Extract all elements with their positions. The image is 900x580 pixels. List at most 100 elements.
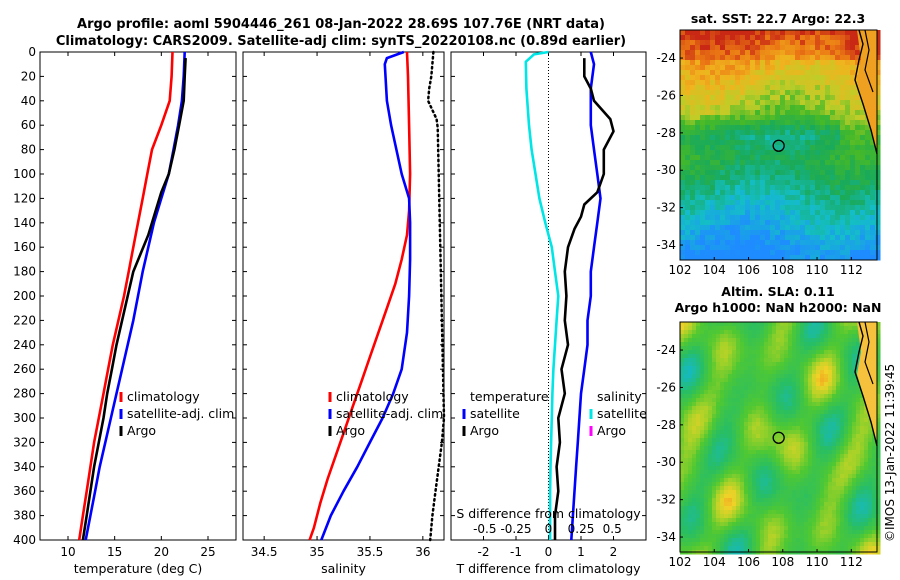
map-cell — [785, 65, 791, 71]
map-cell — [855, 165, 861, 171]
map-cell — [852, 474, 857, 479]
map-cell — [790, 210, 796, 216]
map-cell — [790, 150, 796, 156]
map-cell — [860, 250, 866, 256]
map-cell — [820, 240, 826, 246]
map-cell — [680, 450, 685, 455]
map-cell — [845, 130, 851, 136]
map-cell — [820, 45, 826, 51]
map-cell — [824, 354, 829, 359]
map-cell — [725, 175, 731, 181]
map-cell — [695, 110, 701, 116]
map-cell — [856, 510, 861, 515]
map-cell — [740, 240, 746, 246]
map-cell — [780, 195, 786, 201]
map-cell — [716, 446, 721, 451]
map-cell — [855, 200, 861, 206]
map-cell — [685, 35, 691, 41]
map-cell — [835, 120, 841, 126]
map-cell — [825, 140, 831, 146]
map-cell — [855, 225, 861, 231]
map-cell — [855, 205, 861, 211]
map-cell — [780, 45, 786, 51]
map-cell — [755, 130, 761, 136]
map-cell — [816, 486, 821, 491]
map-cell — [688, 322, 693, 327]
map-cell — [765, 155, 771, 161]
map-cell — [688, 514, 693, 519]
map-cell — [745, 95, 751, 101]
map-cell — [732, 374, 737, 379]
map-cell — [736, 350, 741, 355]
map-cell — [685, 30, 691, 36]
map-cell — [684, 454, 689, 459]
map-cell — [744, 370, 749, 375]
map-cell — [704, 378, 709, 383]
map-cell — [724, 522, 729, 527]
map-cell — [732, 354, 737, 359]
map-cell — [860, 394, 865, 399]
map-cell — [756, 458, 761, 463]
map-cell — [792, 334, 797, 339]
map-cell — [820, 374, 825, 379]
map-cell — [736, 466, 741, 471]
map-cell — [688, 362, 693, 367]
map-cell — [736, 530, 741, 535]
map-cell — [800, 30, 806, 36]
map-cell — [864, 426, 869, 431]
map-cell — [692, 446, 697, 451]
map-cell — [760, 30, 766, 36]
map-cell — [768, 394, 773, 399]
map-cell — [728, 422, 733, 427]
map-cell — [788, 466, 793, 471]
map-cell — [692, 514, 697, 519]
map-cell — [808, 322, 813, 327]
map-cell — [860, 446, 865, 451]
map-cell — [792, 486, 797, 491]
map-cell — [772, 450, 777, 455]
map-cell — [724, 338, 729, 343]
map-cell — [808, 374, 813, 379]
map-cell — [776, 378, 781, 383]
map-cell — [844, 370, 849, 375]
map-cell — [845, 195, 851, 201]
map-cell — [790, 130, 796, 136]
map-cell — [790, 170, 796, 176]
map-cell — [796, 482, 801, 487]
map-cell — [752, 390, 757, 395]
map-cell — [790, 115, 796, 121]
map-cell — [832, 446, 837, 451]
map-cell — [720, 474, 725, 479]
map-cell — [790, 40, 796, 46]
map-cell — [856, 410, 861, 415]
map-cell — [876, 490, 881, 495]
map-cell — [840, 95, 846, 101]
map-cell — [732, 534, 737, 539]
map-cell — [875, 75, 881, 81]
map-cell — [725, 195, 731, 201]
map-cell — [760, 366, 765, 371]
map-cell — [716, 358, 721, 363]
map-cell — [700, 498, 705, 503]
map-cell — [704, 362, 709, 367]
map-cell — [828, 486, 833, 491]
map-cell — [770, 200, 776, 206]
map-cell — [732, 438, 737, 443]
map-cell — [756, 322, 761, 327]
map-cell — [865, 180, 871, 186]
map-cell — [830, 235, 836, 241]
map-cell — [872, 522, 877, 527]
map-cell — [720, 175, 726, 181]
map-cell — [844, 490, 849, 495]
map-cell — [824, 410, 829, 415]
map-cell — [828, 450, 833, 455]
map-cell — [860, 490, 865, 495]
map-cell — [708, 326, 713, 331]
map-cell — [700, 542, 705, 547]
map-cell — [840, 235, 846, 241]
map-cell — [845, 250, 851, 256]
map-cell — [705, 115, 711, 121]
map-cell — [748, 470, 753, 475]
map-cell — [788, 494, 793, 499]
map-cell — [876, 398, 881, 403]
